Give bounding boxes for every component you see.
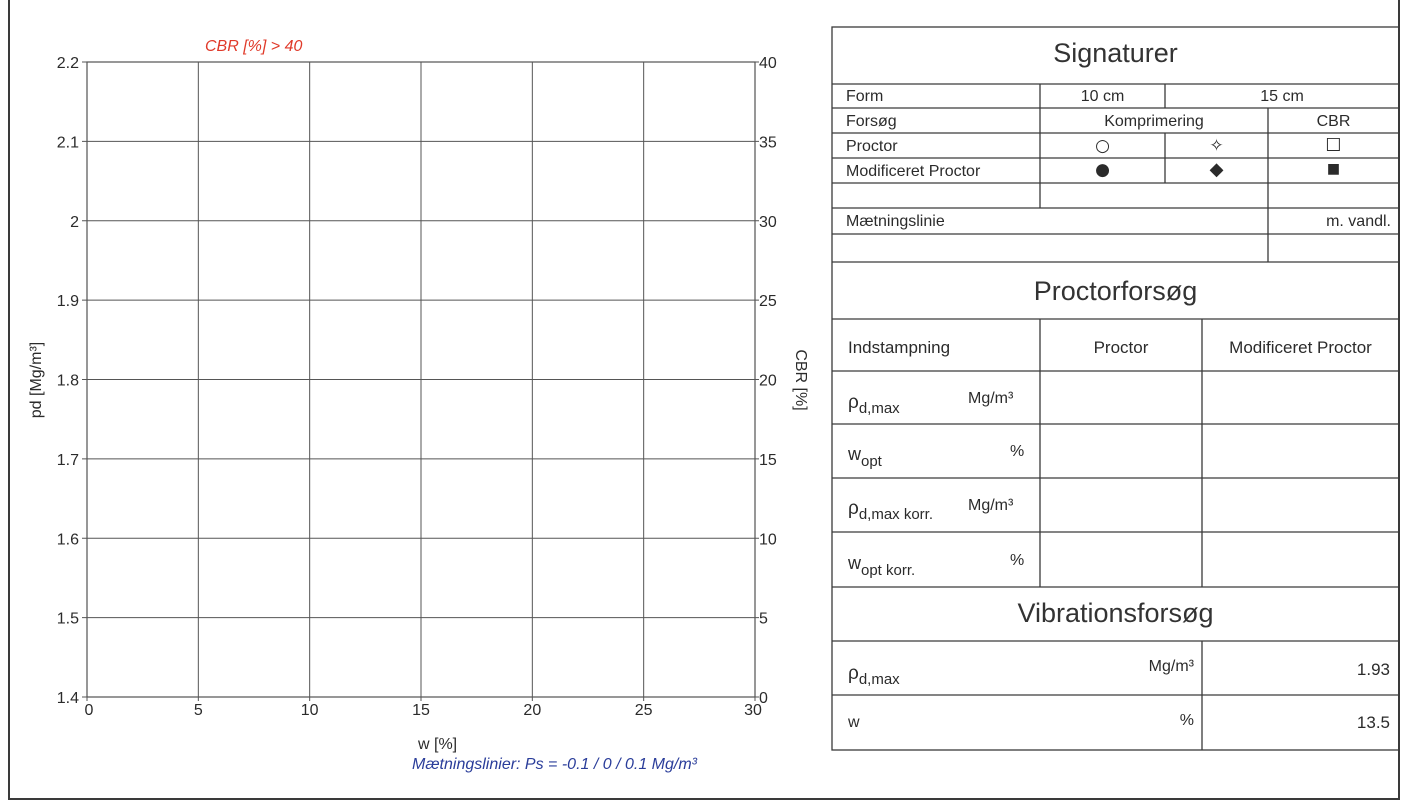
vib-w-unit: % bbox=[1179, 712, 1194, 729]
y2-axis-ticks: 0 5 10 15 20 25 30 35 40 bbox=[759, 55, 777, 707]
y-axis-label: pd [Mg/m³] bbox=[28, 342, 45, 418]
m-vandl-label: m. vandl. bbox=[1326, 213, 1391, 230]
chart-footnote: Mætningslinier: Ps = -0.1 / 0 / 0.1 Mg/m… bbox=[412, 756, 698, 773]
maetningslinie-label: Mætningslinie bbox=[846, 213, 945, 230]
x-axis-ticks: 0 5 10 15 20 25 30 bbox=[85, 702, 762, 719]
y-tick-label: 1.5 bbox=[57, 611, 79, 628]
filled-diamond-icon: ◆ bbox=[1209, 159, 1224, 180]
y2-tick-label: 20 bbox=[759, 373, 777, 390]
chart-title: CBR [%] > 40 bbox=[205, 38, 302, 55]
y2-tick-label: 30 bbox=[759, 214, 777, 231]
vib-w-value: 13.5 bbox=[1356, 713, 1390, 732]
chart-grid bbox=[82, 61, 759, 701]
x-tick-label: 20 bbox=[523, 702, 541, 719]
mod-proctor-row-label: Modificeret Proctor bbox=[846, 163, 981, 180]
y-tick-label: 1.9 bbox=[57, 293, 79, 310]
form-10cm: 10 cm bbox=[1080, 88, 1125, 105]
indstampning-label: Indstampning bbox=[848, 338, 951, 357]
x-tick-label: 15 bbox=[412, 702, 430, 719]
open-circle-icon: ○ bbox=[1095, 136, 1110, 156]
open-star-icon: ✧ bbox=[1209, 136, 1224, 156]
y-tick-label: 2 bbox=[70, 214, 79, 231]
y-tick-label: 2.2 bbox=[57, 55, 79, 72]
y-tick-label: 1.4 bbox=[57, 690, 79, 707]
rho-dmax-unit: Mg/m³ bbox=[968, 390, 1014, 407]
w-opt-unit: % bbox=[1010, 443, 1025, 460]
y2-tick-label: 15 bbox=[759, 452, 777, 469]
vib-rho-dmax-symbol: ρd,max bbox=[848, 663, 900, 688]
forsog-label: Forsøg bbox=[846, 113, 897, 130]
x-tick-label: 0 bbox=[85, 702, 94, 719]
y-axis-ticks: 1.4 1.5 1.6 1.7 1.8 1.9 2 2.1 2.2 bbox=[57, 55, 79, 707]
vib-rho-dmax-unit: Mg/m³ bbox=[1148, 658, 1194, 675]
x-tick-label: 10 bbox=[301, 702, 319, 719]
y-tick-label: 2.1 bbox=[57, 134, 79, 151]
vib-w-symbol: w bbox=[848, 714, 860, 731]
form-label: Form bbox=[846, 88, 884, 105]
y2-tick-label: 10 bbox=[759, 531, 777, 548]
y2-tick-label: 0 bbox=[759, 690, 768, 707]
compaction-chart: 1.4 1.5 1.6 1.7 1.8 1.9 2 2.1 2.2 0 5 10 15 20 25 30 35… bbox=[28, 38, 809, 773]
proctor-col-header: Proctor bbox=[1093, 338, 1149, 357]
open-square-icon: ☐ bbox=[1325, 135, 1342, 156]
y2-tick-label: 35 bbox=[759, 134, 777, 151]
signaturer-heading: Signaturer bbox=[1053, 38, 1178, 68]
x-tick-label: 5 bbox=[194, 702, 203, 719]
x-tick-label: 25 bbox=[635, 702, 653, 719]
rho-dmax-korr-unit: Mg/m³ bbox=[968, 497, 1014, 514]
y-tick-label: 1.6 bbox=[57, 531, 79, 548]
x-tick-label: 30 bbox=[744, 702, 762, 719]
x-axis-label: w [%] bbox=[417, 736, 457, 753]
komprimering-label: Komprimering bbox=[1104, 113, 1204, 130]
rho-dmax-symbol: ρd,max bbox=[848, 392, 900, 417]
filled-circle-icon: ● bbox=[1095, 160, 1110, 180]
rho-dmax-korr-symbol: ρd,max korr. bbox=[848, 498, 933, 523]
y-tick-label: 1.7 bbox=[57, 452, 79, 469]
proctor-heading: Proctorforsøg bbox=[1033, 276, 1198, 306]
mod-proctor-col-header: Modificeret Proctor bbox=[1229, 338, 1372, 357]
filled-square-icon: ■ bbox=[1326, 161, 1341, 177]
w-opt-korr-unit: % bbox=[1010, 552, 1025, 569]
y2-tick-label: 5 bbox=[759, 611, 768, 628]
y2-tick-label: 40 bbox=[759, 55, 777, 72]
form-15cm: 15 cm bbox=[1260, 88, 1304, 105]
vib-rho-dmax-value: 1.93 bbox=[1356, 660, 1390, 679]
w-opt-korr-symbol: wopt korr. bbox=[848, 553, 916, 579]
y-tick-label: 1.8 bbox=[57, 373, 79, 390]
y2-axis-label: CBR [%] bbox=[792, 349, 809, 410]
y2-tick-label: 25 bbox=[759, 293, 777, 310]
vibration-heading: Vibrationsforsøg bbox=[1017, 598, 1214, 628]
w-opt-symbol: wopt bbox=[848, 444, 882, 470]
proctor-row-label: Proctor bbox=[846, 138, 898, 155]
cbr-label: CBR bbox=[1316, 113, 1351, 130]
